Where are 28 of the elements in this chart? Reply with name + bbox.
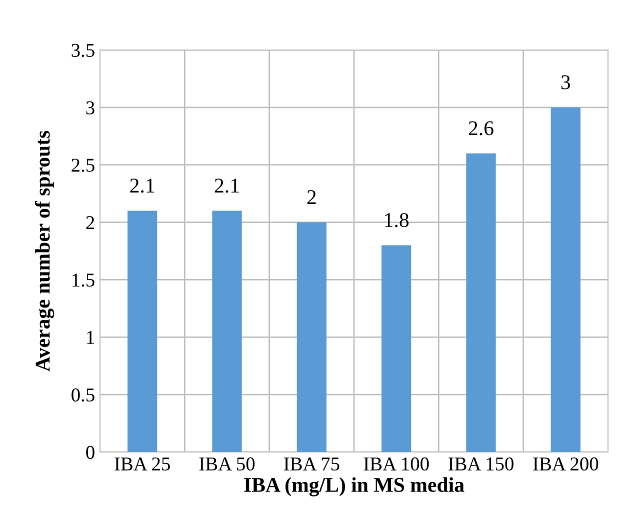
data-label: 2 [307, 190, 316, 204]
y-axis-title: Average number of sprouts [34, 130, 54, 372]
x-tick-label: IBA 50 [199, 457, 255, 471]
bar [296, 222, 326, 452]
bar [550, 107, 580, 452]
data-label: 2.1 [214, 178, 239, 193]
x-axis-title: IBA (mg/L) in MS media [244, 477, 464, 496]
bar [128, 210, 158, 452]
y-tick-label: 1.5 [72, 274, 94, 287]
x-tick-label: IBA 150 [448, 457, 514, 471]
x-tick-label: IBA 75 [284, 458, 340, 471]
y-tick-label: 2.5 [72, 158, 94, 172]
x-tick-label: IBA 200 [533, 457, 598, 471]
y-tick-label: 0 [86, 446, 94, 459]
y-tick-label: 1 [87, 331, 94, 344]
data-label: 2.1 [130, 178, 154, 193]
y-tick-label: 3.5 [72, 44, 94, 58]
data-label: 1.8 [385, 213, 409, 228]
y-tick-label: 3 [86, 101, 94, 114]
bar [382, 245, 412, 452]
bar [212, 210, 242, 452]
x-tick-label: IBA 100 [364, 457, 429, 471]
y-tick-label: 0.5 [72, 388, 94, 402]
y-tick-label: 2 [86, 216, 94, 230]
data-label: 3 [561, 75, 570, 90]
bar [466, 153, 496, 452]
x-tick-label: IBA 25 [114, 457, 170, 471]
data-label: 2.6 [468, 121, 494, 136]
